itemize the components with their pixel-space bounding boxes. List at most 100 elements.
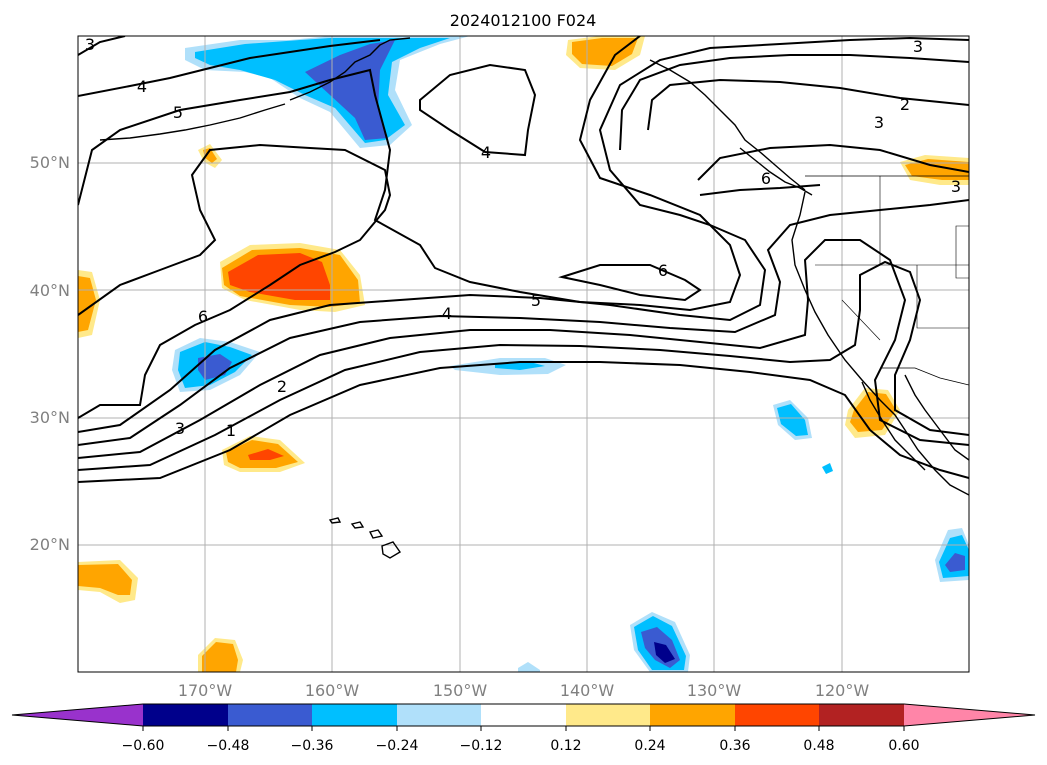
colorbar-bin [650,704,735,726]
negative-anomaly-coastal-mid [777,404,808,436]
contour-label: 1 [226,421,236,440]
map-plot-area: 3 4 5 4 6 5 4 6 2 3 1 3 2 3 6 3 [77,35,970,673]
contour-label: 3 [175,419,185,438]
contour-labels: 3 4 5 4 6 5 4 6 2 3 1 3 2 3 6 3 [85,35,961,440]
colorbar-tick-label: 0.36 [719,738,750,754]
colorbar-tick-label: 0.60 [888,738,919,754]
colorbar-bin [819,704,904,726]
negative-anomaly-aleutians-mid [195,38,450,143]
contour-4-mid [78,36,969,433]
positive-anomaly-southwest-mid [78,564,132,595]
contour-label: 3 [85,35,95,54]
lat-label-20n: 20°N [30,535,70,554]
positive-anomaly-central-core [228,253,330,300]
contour-label: 3 [913,37,923,56]
latitude-labels: 50°N 40°N 30°N 20°N [30,153,70,554]
lat-label-50n: 50°N [30,153,70,172]
contour-3-north-east [647,78,969,131]
island-oahu [350,521,365,529]
island-hawaii [381,541,402,559]
negative-anomaly-aleutians-core [305,40,395,140]
contour-label: 5 [531,291,541,310]
shaded-anomalies [78,36,969,672]
colorbar-bin [566,704,650,726]
coastlines [99,37,969,559]
lat-label-30n: 30°N [30,408,70,427]
map-frame [77,35,970,673]
lon-label-130w: 130°W [687,681,742,700]
contour-label: 4 [137,77,147,96]
contour-label: 4 [442,304,452,323]
contour-5-outer [78,36,742,312]
contour-label: 6 [198,307,208,326]
contour-2-north [619,54,969,151]
colorbar-tick-labels: −0.60 −0.48 −0.36 −0.24 −0.12 0.12 0.24 … [122,738,920,754]
colorbar-tick-label: −0.36 [291,738,334,754]
hawaiian-islands [328,517,402,559]
positive-anomaly-bottom-mid [202,642,238,672]
lon-label-170w: 170°W [178,681,233,700]
colorbar-bin [312,704,397,726]
contour-6-west [78,143,392,419]
longitude-labels: 170°W 160°W 150°W 140°W 130°W 120°W [178,681,870,700]
colorbar-bin [143,704,228,726]
coast-aleutians [99,103,286,141]
colorbar-bin [481,704,566,726]
colorbar-tick-label: −0.48 [207,738,250,754]
negative-anomaly-bottom-small [518,662,540,672]
contour-4-east [697,143,969,181]
negative-anomaly-band-core [495,362,545,370]
colorbar-extend-high [904,704,1035,726]
colorbar-bin [228,704,312,726]
contour-4-closed [419,63,537,157]
positive-anomaly-rockies-mid [905,159,969,180]
contour-0-south [78,361,969,483]
colorbar-tick-label: −0.24 [376,738,419,754]
contour-label: 2 [277,377,287,396]
colorbar-tick-label: 0.24 [634,738,665,754]
coast-baja [861,381,926,471]
coast-gulf-of-california [904,374,969,461]
island-kauai [328,517,342,524]
lon-label-120w: 120°W [815,681,870,700]
colorbar-extend-low [12,704,143,726]
colorbar-tick-label: −0.60 [122,738,165,754]
colorbar: −0.60 −0.48 −0.36 −0.24 −0.12 0.12 0.24 … [11,703,1036,754]
colorbar-bin [735,704,819,726]
lon-label-140w: 140°W [560,681,615,700]
positive-anomaly-south-core [248,449,284,460]
coast-southeast-alaska [649,59,806,191]
contour-label: 6 [658,261,668,280]
colorbar-bin [397,704,481,726]
contour-label: 3 [874,113,884,132]
lat-label-40n: 40°N [30,281,70,300]
contour-4-north [78,39,381,97]
contour-1-mid [78,260,969,471]
colorbar-ticks [142,726,905,731]
lon-label-150w: 150°W [433,681,488,700]
contour-label: 4 [481,143,491,162]
colorbar-tick-label: 0.48 [803,738,834,754]
contour-3-north [78,36,126,56]
contour-label: 5 [173,103,183,122]
contour-label: 2 [900,95,910,114]
negative-anomaly-mexico-core [945,553,965,572]
coast-alaska-peninsula [289,37,411,101]
contour-label: 3 [951,177,961,196]
positive-anomaly-small-core [203,148,217,163]
coast-west-us [791,191,969,496]
negative-anomaly-tropical-center [654,642,675,663]
map-title: 2024012100 F024 [450,11,597,30]
coast-bc-islands [739,147,813,196]
lon-label-160w: 160°W [305,681,360,700]
contour-6-closed [558,264,702,302]
positive-anomaly-gulf-mid [572,38,638,66]
colorbar-tick-label: −0.12 [460,738,503,754]
contour-3-mid [78,199,969,446]
contour-5-east [699,184,821,196]
negative-anomaly-tiny [822,463,833,474]
colorbar-tick-label: 0.12 [550,738,581,754]
contour-label: 6 [761,169,771,188]
height-contours [78,36,969,483]
